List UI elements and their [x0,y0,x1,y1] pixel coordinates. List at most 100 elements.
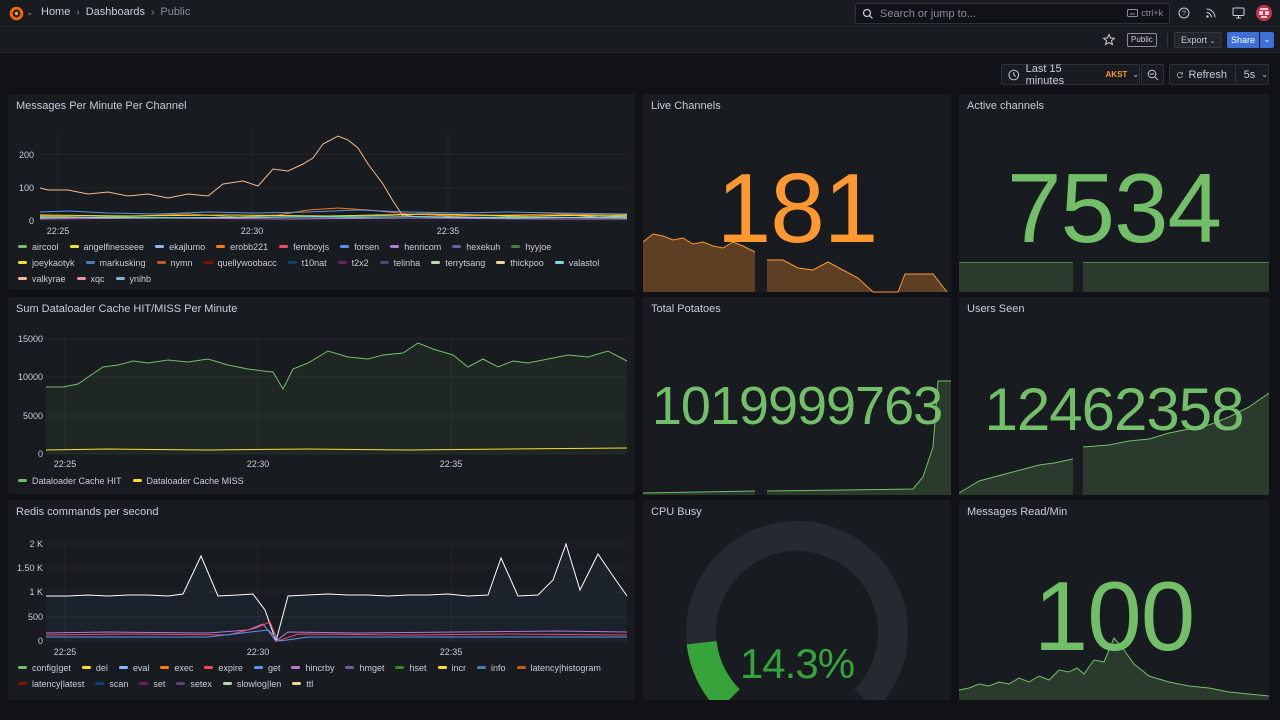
gauge-track [686,521,908,700]
legend-swatch [253,666,263,669]
legend-swatch [18,261,27,264]
messages-read-sparkline [959,637,1269,700]
legend-item[interactable]: xqc [76,271,105,286]
grafana-logo-icon[interactable] [8,5,25,22]
x-tick: 22:35 [440,647,463,657]
legend-item[interactable]: telinha [379,255,421,270]
legend-item[interactable]: config|get [18,660,71,675]
y-tick: 500 [28,612,43,622]
dashboard-toolbar: Public Export ⌄ Share ⌄ [0,27,1280,53]
legend-item[interactable]: thickpoo [496,255,544,270]
share-dropdown-button[interactable]: ⌄ [1260,32,1274,48]
legend-swatch [18,245,27,248]
legend-item[interactable]: ttl [292,676,313,691]
legend-item[interactable]: forsen [340,239,379,254]
legend-swatch [477,666,487,669]
legend-item[interactable]: ekajlumo [155,239,205,254]
help-icon[interactable]: ? [1177,5,1191,21]
legend-item[interactable]: Dataloader Cache MISS [132,473,244,488]
legend-item[interactable]: terrytsang [431,255,485,270]
legend-item[interactable]: t2x2 [337,255,369,270]
legend-swatch [516,666,526,669]
star-icon[interactable] [1102,33,1116,47]
legend-swatch [155,245,165,248]
legend-label: ynihb [129,273,152,284]
panel-active-channels[interactable]: Active channels 7534 [959,94,1269,292]
legend-label: telinha [393,257,421,268]
legend-item[interactable]: hexekuh [452,239,500,254]
legend-item[interactable]: erobb221 [216,239,268,254]
zoom-out-button[interactable] [1141,64,1164,85]
y-tick: 2 K [29,539,43,549]
legend-swatch [115,277,125,280]
panel-dataloader-cache[interactable]: Sum Dataloader Cache HIT/MISS Per Minute… [8,297,635,494]
legend-label: forsen [354,241,380,252]
rss-icon[interactable] [1204,5,1218,21]
monitor-icon[interactable] [1231,5,1245,21]
legend-item[interactable]: hset [395,660,427,675]
legend-swatch [390,245,400,248]
avatar[interactable] [1256,5,1272,21]
x-tick: 22:25 [54,647,77,657]
legend-item[interactable]: set [139,676,165,691]
legend-item[interactable]: scan [95,676,128,691]
panel-redis-commands[interactable]: Redis commands per second 2 K 1.50 K 1 K… [8,500,635,700]
legend-item[interactable]: valastol [554,255,599,270]
panel-cpu-busy[interactable]: CPU Busy 14.3% [643,500,951,700]
legend-item[interactable]: eval [118,660,149,675]
legend-item[interactable]: slowlog|len [222,676,281,691]
legend-item[interactable]: femboyjs [279,239,329,254]
legend-item[interactable]: aircool [18,239,59,254]
legend-item[interactable]: joeykaotyk [18,255,75,270]
time-range-picker[interactable]: Last 15 minutes AKST ⌄ [1001,63,1140,87]
legend-item[interactable]: incr [437,660,467,675]
breadcrumb-home[interactable]: Home [41,6,71,18]
refresh-button[interactable]: Refresh 5s ⌄ [1169,64,1269,85]
legend-item[interactable]: hincrby [291,660,334,675]
panel-messages-per-minute[interactable]: Messages Per Minute Per Channel 200 100 … [8,94,635,290]
share-button[interactable]: Share [1227,32,1259,48]
legend-item[interactable]: angelfinesseee [69,239,144,254]
top-nav-bar: ⌄ Home › Dashboards › Public ctrl+k ? [0,0,1280,27]
legend-item[interactable]: latency|histogram [516,660,601,675]
legend-item[interactable]: exec [160,660,193,675]
legend-item[interactable]: del [81,660,108,675]
dataloader-chart: 15000 10000 5000 0 22:25 22:30 22:35 [18,334,628,469]
legend-label: thickpoo [510,257,544,268]
panel-title: CPU Busy [651,506,702,518]
chevron-down-icon[interactable]: ⌄ [26,7,34,17]
breadcrumb-dashboards[interactable]: Dashboards [85,6,146,18]
legend-label: hyyjoe [525,241,552,252]
panel-messages-read[interactable]: Messages Read/Min 100 [959,500,1269,700]
legend-item[interactable]: latency|latest [18,676,84,691]
legend-swatch [81,666,91,669]
legend-item[interactable]: hyyjoe [511,239,551,254]
chevron-right-icon: › [76,6,80,18]
panel-title: Total Potatoes [651,303,721,315]
panel-live-channels[interactable]: Live Channels 181 [643,94,951,293]
export-button[interactable]: Export ⌄ [1174,32,1223,48]
legend-item[interactable]: get [253,660,280,675]
legend-item[interactable]: info [477,660,506,675]
gauge-fill [686,640,741,700]
refresh-interval-select[interactable]: 5s [1243,68,1256,81]
legend-label: incr [451,662,467,673]
legend-item[interactable]: setex [176,676,212,691]
search-input[interactable] [880,7,1120,20]
legend-item[interactable]: expire [204,660,243,675]
legend-item[interactable]: nymn [156,255,193,270]
legend-swatch [340,245,350,248]
search-bar[interactable]: ctrl+k [855,3,1170,24]
legend-item[interactable]: t10nat [287,255,327,270]
series-line [45,447,628,451]
legend-item[interactable]: Dataloader Cache HIT [18,473,122,488]
search-icon [862,8,873,19]
legend-item[interactable]: ynihb [115,271,152,286]
legend-item[interactable]: quellywoobacc [203,255,277,270]
panel-total-potatoes[interactable]: Total Potatoes 1019999763 [643,297,951,495]
legend-item[interactable]: markusking [85,255,146,270]
legend-item[interactable]: henricom [390,239,441,254]
legend-item[interactable]: hmget [345,660,384,675]
panel-users-seen[interactable]: Users Seen 12462358 [959,297,1269,495]
legend-item[interactable]: valkyrae [18,271,66,286]
